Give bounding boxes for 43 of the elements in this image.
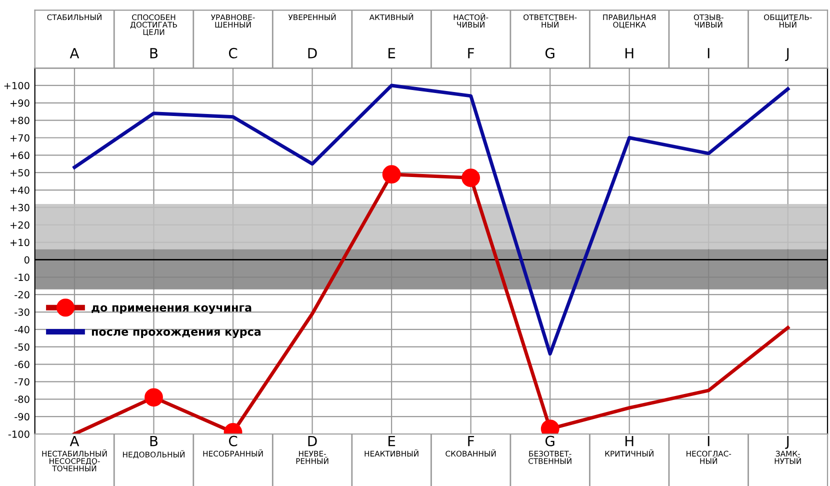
y-tick-label: -70	[14, 378, 30, 386]
y-tick-label: -100	[8, 430, 30, 438]
category-label: D	[308, 48, 317, 58]
category-label: E	[388, 48, 396, 58]
category-label: B	[150, 48, 158, 58]
x-tick-label: A	[70, 436, 80, 446]
y-tick-label: +90	[10, 99, 30, 107]
x-tick-label: F	[468, 436, 474, 446]
y-tick-label: +80	[10, 116, 30, 124]
y-tick-label: +30	[10, 204, 30, 212]
x-tick-label: C	[228, 436, 238, 446]
y-tick-label: -10	[14, 274, 30, 281]
category-label: J	[785, 48, 789, 61]
x-tick-label: E	[388, 436, 396, 446]
legend-label: после прохождения курса	[92, 329, 261, 338]
category-label: I	[708, 48, 710, 58]
y-tick-label: -20	[14, 291, 30, 298]
x-tick-label: I	[708, 436, 710, 446]
y-tick-label: +10	[10, 238, 30, 246]
x-tick-label: H	[625, 436, 634, 446]
y-tick-label: -30	[14, 308, 30, 316]
category-label: H	[625, 48, 634, 58]
y-tick-label: +70	[10, 134, 30, 142]
y-tick-label: 0	[24, 256, 30, 264]
category-label: F	[468, 48, 474, 58]
x-tick-label: G	[545, 436, 554, 446]
x-tick-label: B	[150, 436, 158, 446]
x-tick-label: J	[785, 436, 789, 449]
y-tick-label: +20	[10, 221, 30, 229]
y-tick-label: +50	[10, 169, 30, 176]
legend-label: до применения коучинга	[92, 305, 252, 314]
y-tick-label: +40	[10, 186, 30, 194]
y-tick-label: -50	[14, 343, 30, 351]
x-tick-label: D	[308, 436, 317, 446]
category-label: G	[545, 48, 554, 58]
y-tick-label: -60	[14, 360, 30, 368]
y-tick-label: -40	[14, 326, 30, 334]
y-tick-label: +100	[4, 82, 30, 90]
y-tick-label: -80	[14, 396, 30, 403]
category-label: A	[70, 48, 80, 58]
y-tick-label: +60	[10, 152, 30, 160]
y-tick-label: -90	[14, 413, 30, 420]
category-label: C	[228, 48, 238, 58]
